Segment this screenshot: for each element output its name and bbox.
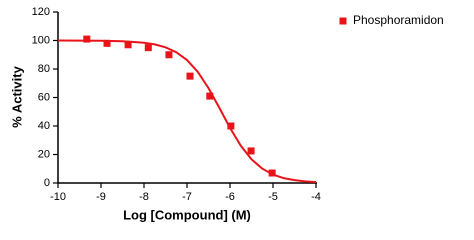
y-tick-label: 40 bbox=[38, 120, 50, 132]
y-tick-label: 20 bbox=[38, 148, 50, 160]
data-point bbox=[247, 147, 255, 155]
data-point bbox=[268, 169, 276, 177]
y-tick-label: 120 bbox=[32, 6, 50, 18]
x-tick-label: -7 bbox=[182, 191, 192, 203]
chart: Log [Compound] (M) % Activity -10 -9 -8 -7 -… bbox=[9, 6, 444, 223]
x-tick-label: -10 bbox=[50, 191, 66, 203]
x-tick-label: -5 bbox=[268, 191, 278, 203]
data-point bbox=[165, 51, 173, 59]
y-tick-label: 0 bbox=[44, 177, 50, 189]
x-tick-label: -4 bbox=[311, 191, 321, 203]
legend-marker bbox=[339, 17, 347, 25]
data-point bbox=[124, 41, 132, 49]
y-tick-label: 60 bbox=[38, 91, 50, 103]
data-point bbox=[144, 44, 152, 52]
data-point bbox=[206, 92, 214, 100]
x-tick-label: -9 bbox=[96, 191, 106, 203]
y-axis-title: % Activity bbox=[9, 65, 24, 127]
data-point bbox=[83, 35, 91, 43]
legend-label: Phosphoramidon bbox=[353, 13, 444, 27]
x-axis-title: Log [Compound] (M) bbox=[123, 207, 251, 222]
fit-curve bbox=[57, 39, 317, 184]
page: {"chart_data": { "type": "scatter", "x_l… bbox=[9, 5, 444, 223]
y-tick-label: 80 bbox=[38, 63, 50, 75]
y-tick-label: 100 bbox=[32, 34, 50, 46]
data-point bbox=[103, 39, 111, 47]
data-point bbox=[186, 72, 194, 80]
x-tick-label: -8 bbox=[139, 191, 149, 203]
x-tick-label: -6 bbox=[225, 191, 235, 203]
data-point bbox=[227, 122, 235, 130]
